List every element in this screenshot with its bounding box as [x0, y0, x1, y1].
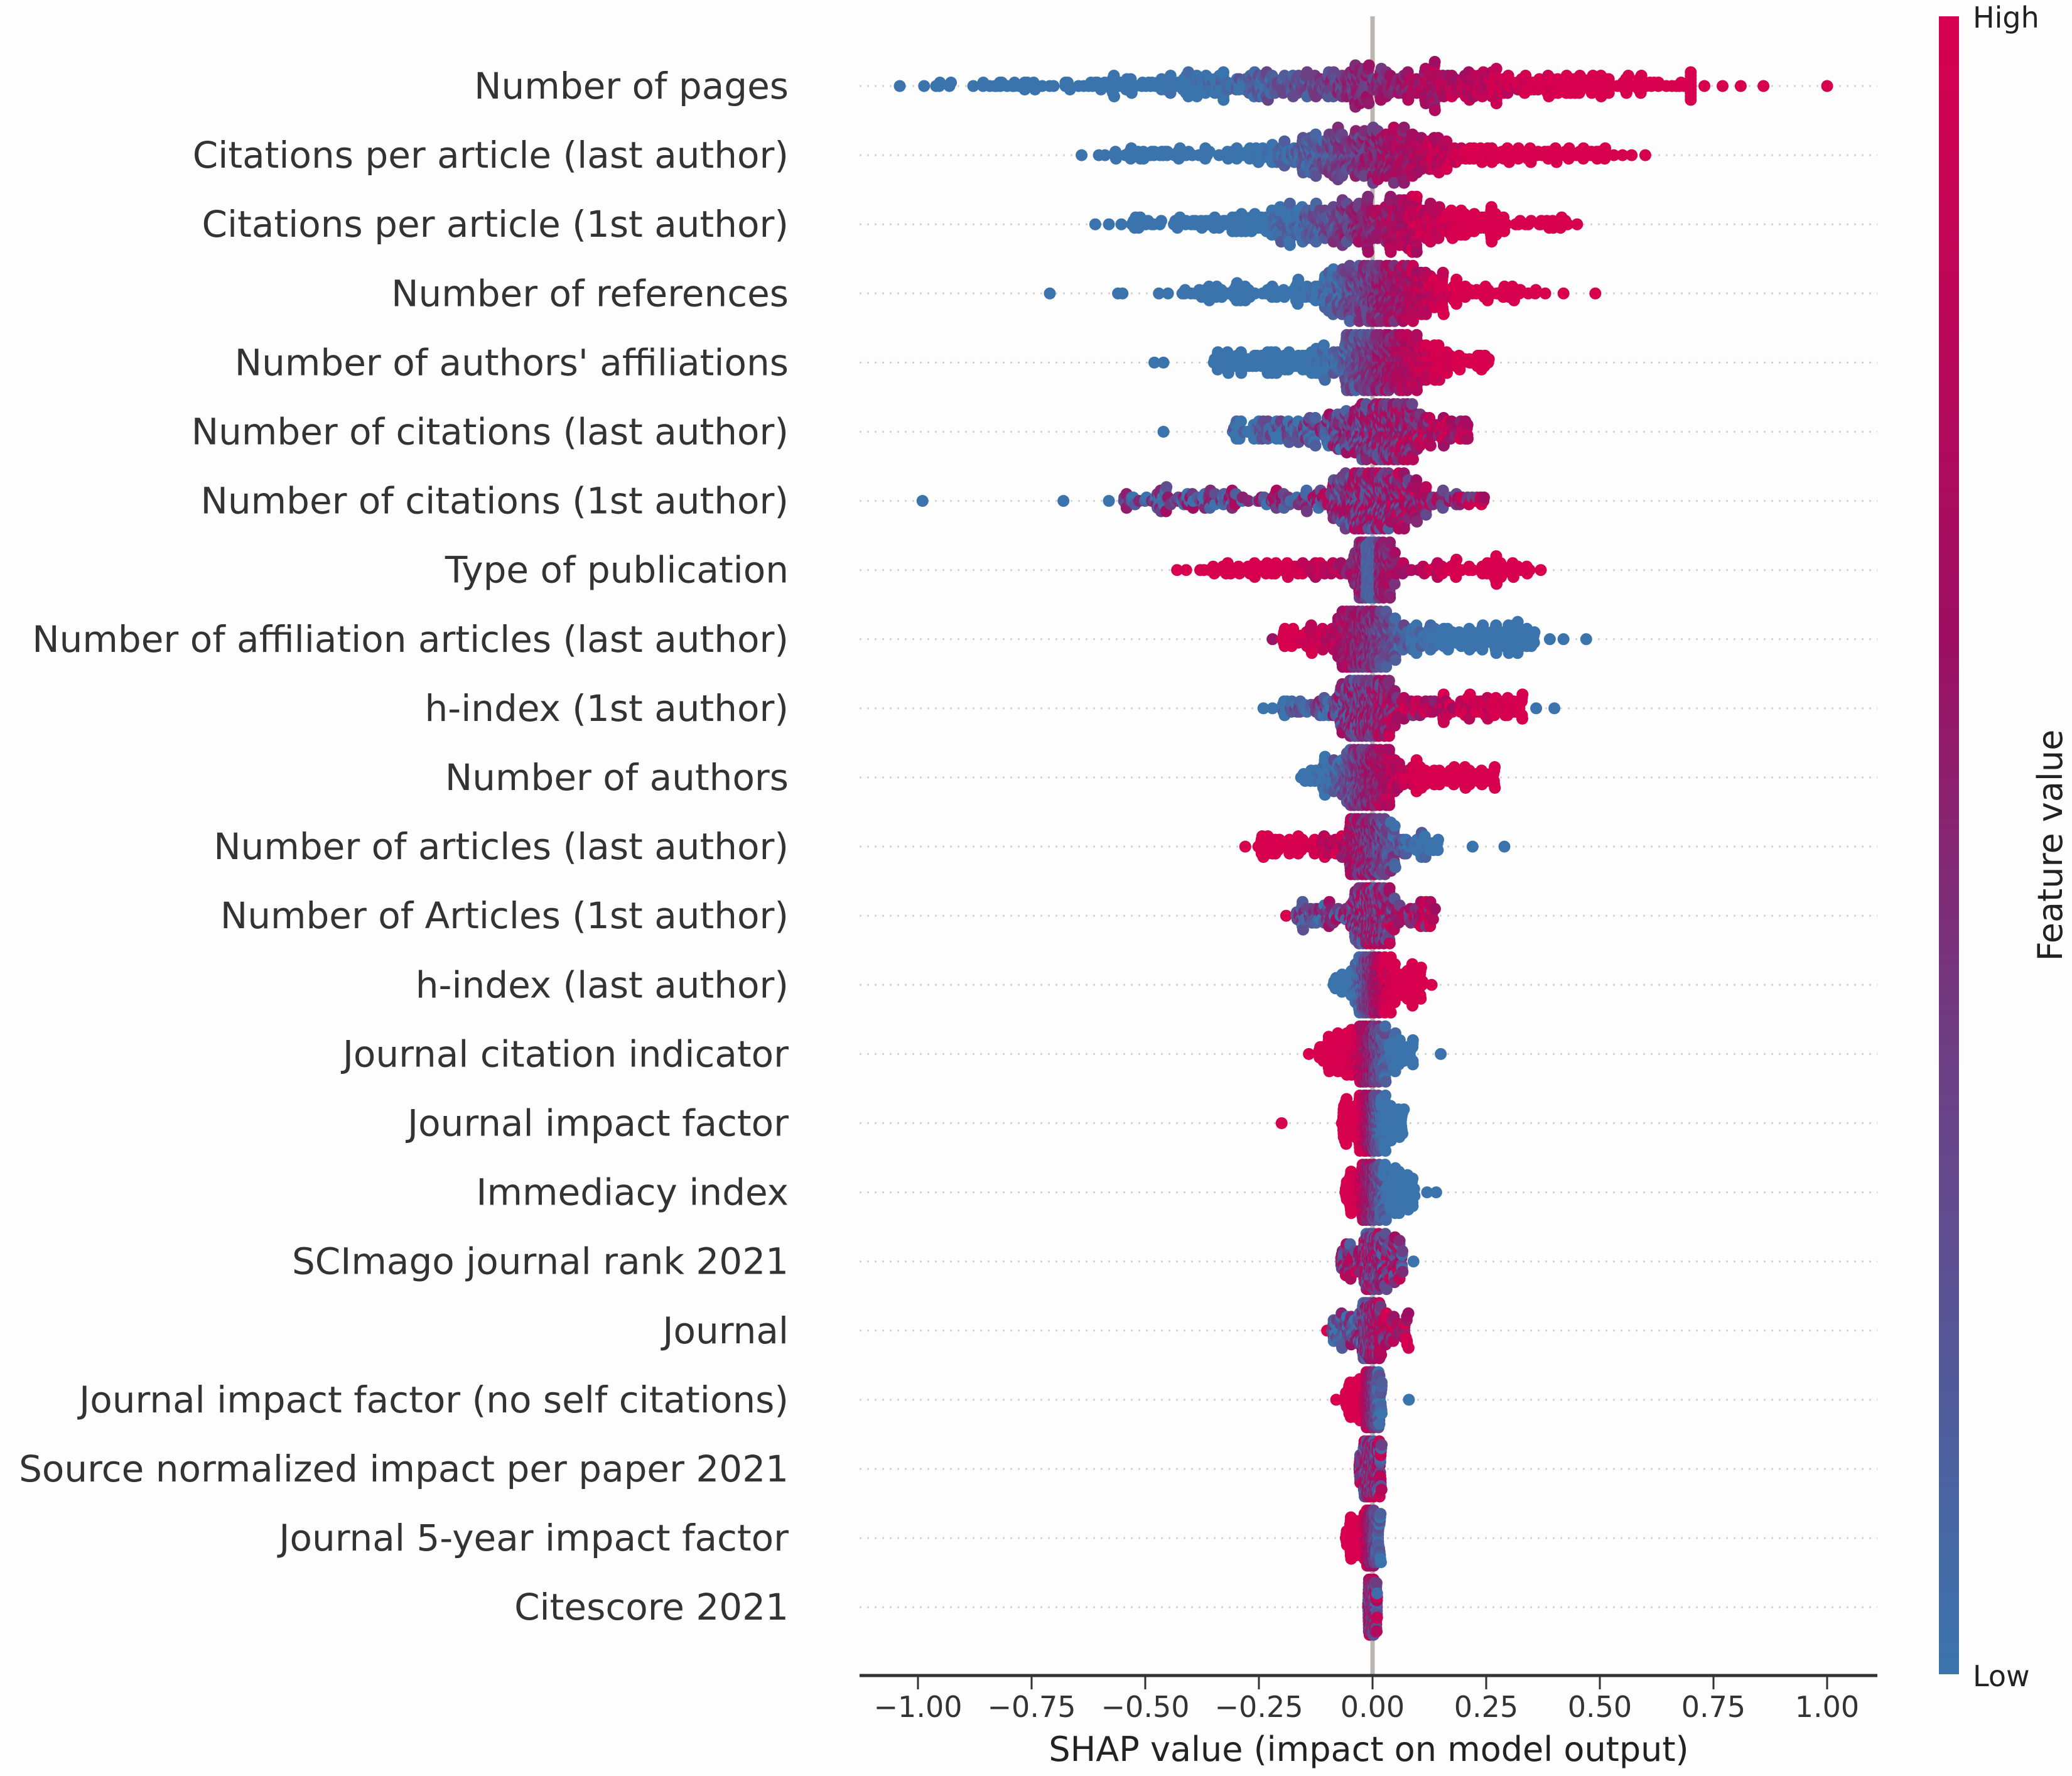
shap-point	[1450, 553, 1463, 566]
shap-point	[1557, 287, 1570, 300]
shap-point	[1384, 592, 1396, 604]
shap-point	[1362, 246, 1374, 258]
shap-point	[1217, 94, 1230, 106]
shap-point	[1490, 63, 1503, 75]
shap-point	[1478, 491, 1490, 504]
shap-point	[1410, 190, 1423, 203]
shap-point	[1635, 70, 1648, 82]
shap-point	[1044, 287, 1056, 300]
shap-point	[1482, 353, 1495, 365]
shap-point	[1410, 474, 1423, 487]
shap-point	[1420, 509, 1432, 521]
shap-point	[1300, 505, 1313, 517]
shap-point	[1389, 546, 1401, 559]
shap-point	[1362, 190, 1374, 203]
shap-point	[1047, 80, 1060, 92]
shap-point	[1076, 149, 1088, 161]
shap-point	[1157, 426, 1170, 438]
shap-point	[1057, 495, 1070, 507]
shap-point	[1362, 97, 1375, 109]
shap-point	[918, 80, 931, 92]
shap-point	[1283, 239, 1296, 251]
shap-point	[1462, 433, 1474, 445]
shap-point	[1639, 149, 1651, 161]
shap-point	[1388, 121, 1400, 134]
shap-point	[1685, 66, 1697, 79]
shap-point	[916, 495, 929, 507]
shap-point	[1602, 73, 1615, 85]
shap-point	[1362, 59, 1375, 72]
shap-point	[1217, 66, 1229, 79]
shap-point	[1157, 356, 1170, 369]
shap-point	[1162, 287, 1174, 300]
shap-point	[1535, 564, 1547, 577]
shap-point	[1420, 481, 1432, 494]
shap-point	[1490, 97, 1503, 109]
shap-point	[1164, 70, 1177, 82]
shap-point	[1116, 287, 1129, 300]
shap-point	[1388, 578, 1401, 590]
shap-point	[1411, 384, 1423, 396]
shap-point	[1103, 218, 1115, 230]
shap-point	[1602, 87, 1615, 99]
shap-point	[1437, 266, 1449, 279]
shap-point	[1757, 80, 1770, 92]
shap-point	[1698, 80, 1710, 92]
shap-point	[1384, 536, 1396, 549]
shap-point	[1155, 215, 1167, 227]
shap-point	[1717, 80, 1729, 92]
shap-point	[1685, 94, 1697, 106]
shap-point	[1539, 287, 1551, 300]
shap-point	[1428, 56, 1441, 68]
shap-point	[1160, 481, 1173, 494]
shap-point	[1310, 170, 1322, 182]
shap-point	[1571, 218, 1584, 230]
shap-point	[945, 77, 958, 89]
shap-point	[1278, 135, 1291, 148]
shap-point	[1424, 440, 1437, 452]
shap-point	[1622, 70, 1634, 82]
shap-point	[1406, 398, 1418, 410]
shap-point	[934, 77, 946, 89]
shap-point	[1203, 146, 1216, 158]
shap-point	[1734, 80, 1747, 92]
shap-point	[1398, 121, 1410, 134]
shap-point	[1398, 176, 1410, 189]
shap-point	[1309, 440, 1322, 452]
shap-point	[1589, 287, 1602, 300]
shap-point	[1821, 80, 1833, 92]
shap-point	[1235, 415, 1247, 428]
shap-point	[1108, 90, 1120, 102]
shap-point	[1410, 246, 1423, 258]
shap-point	[1626, 149, 1638, 161]
shap-point	[1428, 104, 1441, 116]
shap-point	[1410, 328, 1423, 341]
shap-point	[1406, 453, 1419, 465]
shap-point	[1103, 495, 1115, 507]
shap-point	[1089, 218, 1101, 230]
shap-point	[893, 80, 906, 92]
shap-point	[1523, 564, 1536, 577]
shap-point	[1305, 647, 1318, 659]
shap-point	[1309, 412, 1322, 424]
shap-point	[1115, 218, 1128, 230]
shap-point	[1180, 564, 1192, 577]
shap-point	[967, 80, 979, 92]
shap-point	[1099, 149, 1111, 161]
shap-point	[1388, 176, 1400, 189]
shap-point	[1398, 523, 1410, 535]
shap-point	[1109, 153, 1122, 165]
shap-points	[893, 56, 1833, 1641]
shap-point	[1437, 308, 1450, 320]
shap-point	[1317, 339, 1330, 352]
shap-point	[1309, 128, 1322, 141]
shap-point	[1461, 419, 1474, 431]
